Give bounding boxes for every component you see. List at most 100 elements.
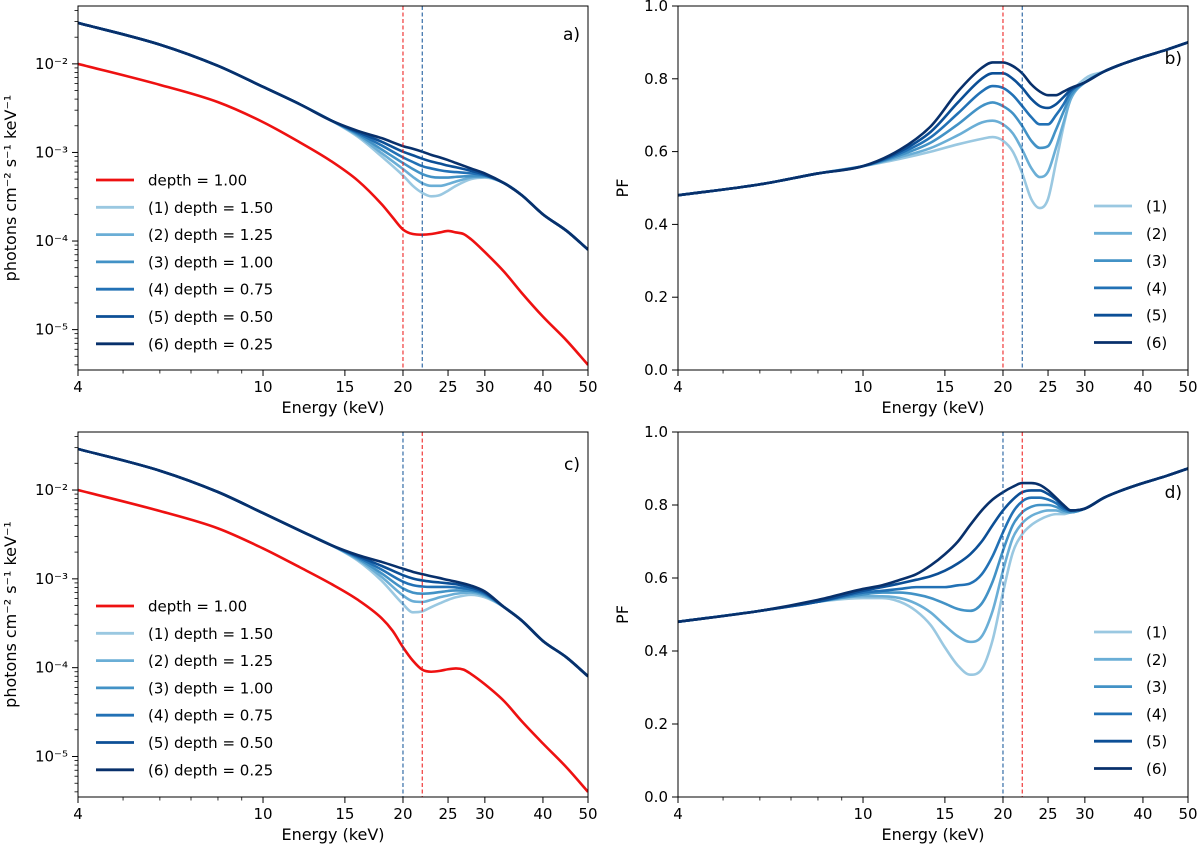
series-line [78, 62, 588, 366]
legend-label: (1) [1146, 198, 1167, 216]
legend-label: (1) depth = 1.50 [148, 199, 273, 217]
legend-label: (4) depth = 0.75 [148, 281, 273, 299]
legend-label: (3) depth = 1.00 [148, 253, 273, 271]
legend-label: (2) [1146, 651, 1167, 669]
x-tick-label: 10 [853, 378, 872, 396]
legend-label: (4) [1146, 705, 1167, 723]
y-tick-label: 0.6 [644, 143, 668, 161]
panel-letter: a) [563, 25, 580, 45]
panel-letter: d) [1165, 483, 1182, 503]
y-tick-label: 0.2 [644, 715, 668, 733]
x-tick-label: 15 [935, 378, 954, 396]
x-tick-label: 15 [335, 805, 354, 823]
y-tick-label: 0.0 [644, 361, 668, 379]
legend: depth = 1.00 (1) depth = 1.50 (2) depth = … [96, 172, 273, 353]
series-line [78, 447, 588, 678]
legend-label: (3) [1146, 678, 1167, 696]
legend-label: (1) [1146, 624, 1167, 642]
y-tick-label: 10⁻⁴ [35, 232, 68, 250]
x-axis-label: Energy (keV) [281, 398, 384, 417]
x-tick-label: 25 [1038, 805, 1057, 823]
y-tick-label: 0.0 [644, 788, 668, 806]
axes-frame [77, 431, 589, 798]
series-line [678, 467, 1188, 624]
series-line [678, 41, 1188, 197]
y-tick-label: 10⁻² [35, 55, 68, 73]
y-tick-label: 10⁻⁴ [35, 659, 68, 677]
y-tick-label: 10⁻² [35, 481, 68, 499]
x-tick-label: 30 [475, 378, 494, 396]
y-tick-label: 0.8 [644, 70, 668, 88]
panel-d: 4 10 15 20 25 30 40 50 0.0 0.2 0.4 0.6 0.8 1.0 Energy … [613, 423, 1198, 844]
x-tick-label: 40 [533, 378, 552, 396]
x-tick-label: 10 [253, 805, 272, 823]
x-tick-label: 15 [935, 805, 954, 823]
x-tick-label: 10 [853, 805, 872, 823]
panel-a: 4 10 15 20 25 30 40 50 10⁻⁵ 10⁻⁴ 10⁻³ 10⁻² Energy (k… [1, 5, 598, 417]
y-tick-label: 0.4 [644, 642, 668, 660]
axes-frame [677, 5, 1189, 371]
legend-label: (2) [1146, 225, 1167, 243]
y-tick-label: 0.8 [644, 496, 668, 514]
x-tick-label: 25 [438, 378, 457, 396]
x-tick-label: 20 [393, 378, 412, 396]
legend: (1) (2) (3) (4) (5) (6) [1094, 198, 1167, 352]
y-tick-label: 0.6 [644, 569, 668, 587]
axes-frame [677, 431, 1189, 798]
y-axis-label: photons cm⁻² s⁻¹ keV⁻¹ [1, 521, 20, 708]
y-axis-label: photons cm⁻² s⁻¹ keV⁻¹ [1, 95, 20, 282]
series-line [678, 467, 1188, 624]
panel-letter: c) [564, 455, 580, 475]
x-tick-label: 10 [253, 378, 272, 396]
legend-label: (4) [1146, 279, 1167, 297]
legend-label: (5) depth = 0.50 [148, 308, 273, 326]
legend-label: (6) [1146, 760, 1167, 778]
legend-label: (5) [1146, 307, 1167, 325]
x-tick-label: 30 [1075, 378, 1094, 396]
legend-label: depth = 1.00 [148, 172, 247, 190]
x-tick-label: 25 [1038, 378, 1057, 396]
series-line [678, 41, 1188, 197]
series-line [78, 21, 588, 251]
legend-label: (4) depth = 0.75 [148, 707, 273, 725]
legend-label: (6) depth = 0.25 [148, 761, 273, 779]
x-tick-label: 40 [1133, 378, 1152, 396]
x-tick-label: 15 [335, 378, 354, 396]
legend: depth = 1.00 (1) depth = 1.50 (2) depth = … [96, 598, 273, 779]
series-line [78, 488, 588, 793]
y-tick-label: 0.2 [644, 288, 668, 306]
x-tick-label: 4 [73, 378, 83, 396]
series-line [678, 41, 1188, 197]
series-line [678, 41, 1188, 197]
x-axis-label: Energy (keV) [881, 825, 984, 844]
x-axis-label: Energy (keV) [881, 398, 984, 417]
x-tick-label: 20 [393, 805, 412, 823]
axes-frame [77, 5, 589, 371]
y-axis-label: PF [613, 179, 632, 198]
legend-label: (6) depth = 0.25 [148, 335, 273, 353]
legend-label: depth = 1.00 [148, 598, 247, 616]
y-tick-label: 1.0 [644, 423, 668, 441]
legend: (1) (2) (3) (4) (5) (6) [1094, 624, 1167, 778]
panel-c: 4 10 15 20 25 30 40 50 10⁻⁵ 10⁻⁴ 10⁻³ 10⁻² Energy (k… [1, 431, 598, 844]
legend-label: (3) [1146, 252, 1167, 270]
legend-label: (5) [1146, 733, 1167, 751]
x-tick-label: 20 [993, 805, 1012, 823]
series-line [678, 467, 1188, 677]
x-tick-label: 50 [578, 378, 597, 396]
legend-label: (3) depth = 1.00 [148, 679, 273, 697]
legend-label: (5) depth = 0.50 [148, 734, 273, 752]
y-axis-label: PF [613, 605, 632, 624]
panel-letter: b) [1165, 49, 1182, 69]
legend-label: (2) depth = 1.25 [148, 652, 273, 670]
x-tick-label: 4 [673, 805, 683, 823]
x-tick-label: 20 [993, 378, 1012, 396]
legend-label: (6) [1146, 334, 1167, 352]
legend-label: (1) depth = 1.50 [148, 625, 273, 643]
legend-label: (2) depth = 1.25 [148, 226, 273, 244]
panel-b: 4 10 15 20 25 30 40 50 0.0 0.2 0.4 0.6 0.8 1.0 Energy … [613, 0, 1198, 417]
x-tick-label: 50 [1178, 378, 1197, 396]
x-tick-label: 50 [1178, 805, 1197, 823]
y-tick-label: 10⁻³ [35, 570, 68, 588]
